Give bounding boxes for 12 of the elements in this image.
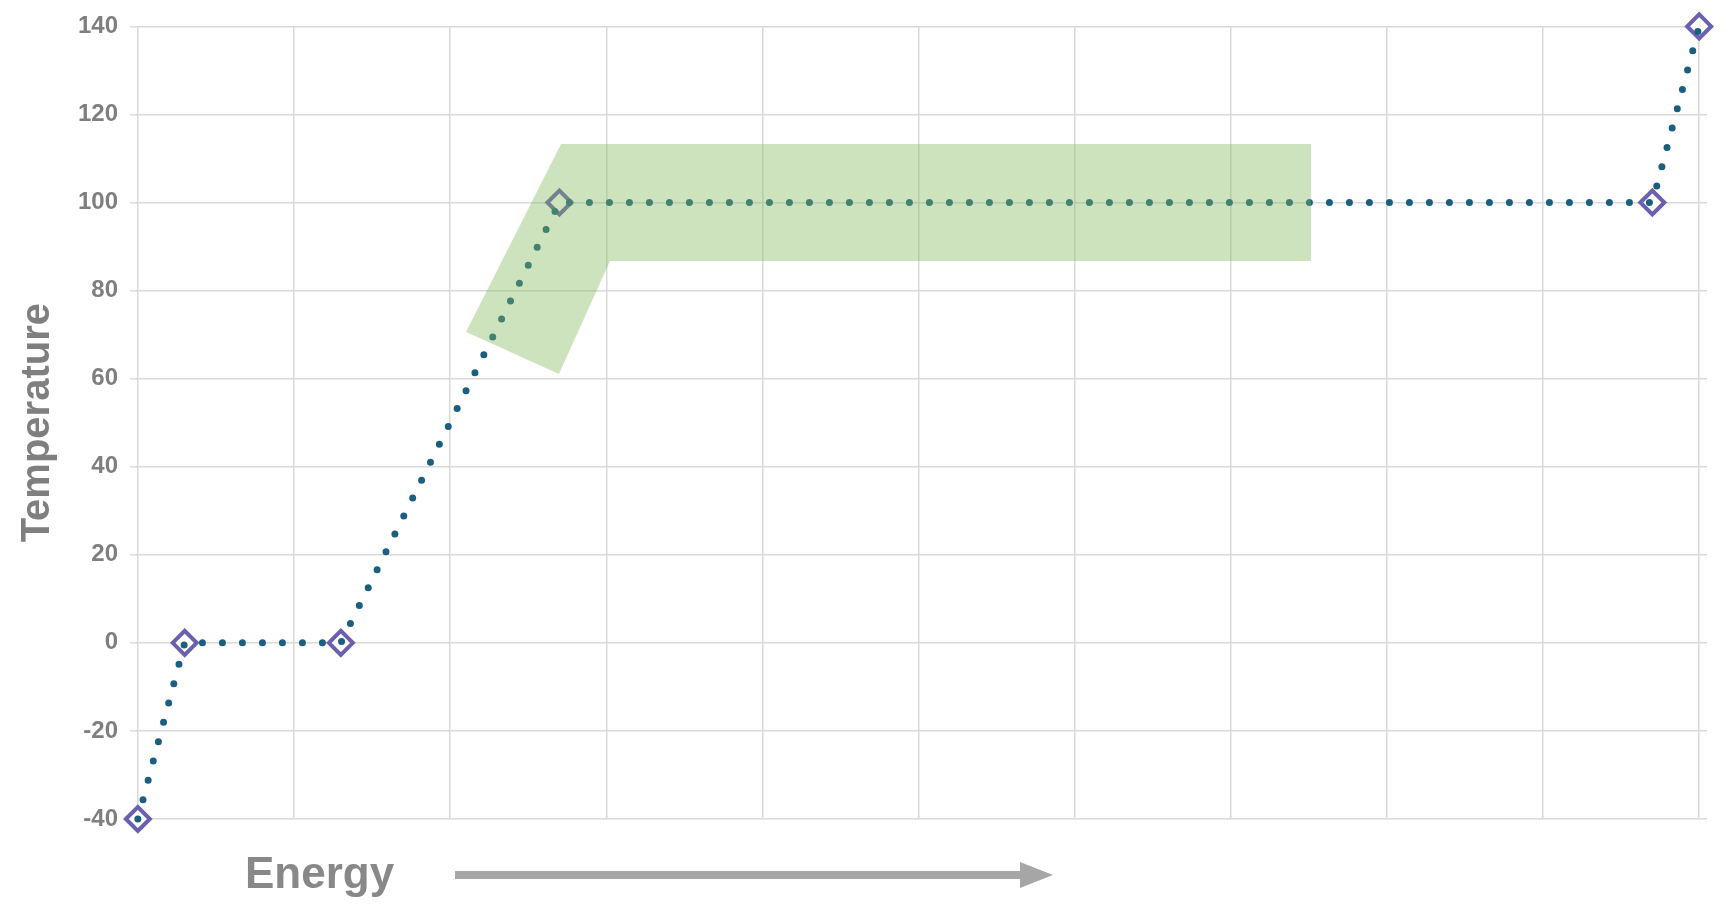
x-axis-title: Energy [245, 848, 395, 898]
y-tick-label: 140 [78, 11, 119, 39]
y-tick-label: 100 [78, 187, 119, 215]
y-tick-label: 20 [91, 539, 119, 567]
y-tick-label: -20 [83, 715, 119, 743]
y-tick-label: 120 [78, 99, 119, 127]
y-tick-label: 60 [91, 363, 119, 391]
y-tick-label: -40 [83, 803, 119, 831]
y-tick-label: 0 [104, 627, 119, 655]
y-tick-label: 40 [91, 451, 119, 479]
y-tick-label: 80 [91, 275, 119, 303]
y-axis-title: Temperature [13, 303, 58, 543]
